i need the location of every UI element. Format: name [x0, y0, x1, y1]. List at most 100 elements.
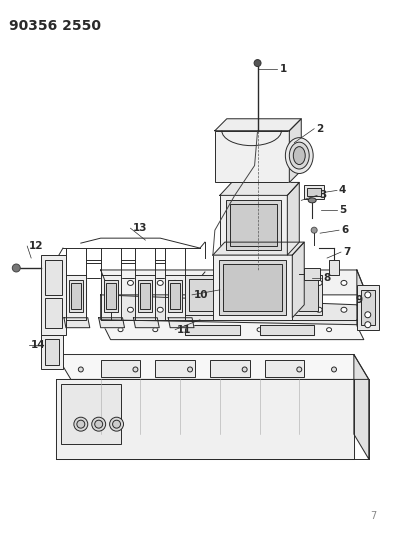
- Bar: [41, 255, 66, 335]
- Text: 12: 12: [29, 241, 44, 251]
- Polygon shape: [354, 354, 369, 459]
- Polygon shape: [215, 119, 301, 131]
- Bar: [69, 280, 83, 312]
- Ellipse shape: [316, 308, 322, 312]
- Bar: [104, 280, 118, 312]
- Ellipse shape: [133, 367, 138, 372]
- Polygon shape: [101, 275, 121, 320]
- Bar: [71, 283, 81, 309]
- Ellipse shape: [12, 264, 20, 272]
- Bar: [168, 280, 182, 312]
- Ellipse shape: [227, 308, 233, 312]
- Bar: [220, 196, 287, 255]
- Bar: [155, 360, 195, 377]
- Bar: [304, 268, 320, 280]
- Bar: [140, 283, 151, 309]
- Ellipse shape: [118, 328, 123, 332]
- Ellipse shape: [365, 312, 371, 318]
- Text: 90356 2550: 90356 2550: [9, 19, 101, 33]
- Polygon shape: [287, 182, 299, 255]
- Ellipse shape: [293, 147, 305, 165]
- Polygon shape: [134, 318, 159, 328]
- Bar: [357, 285, 379, 330]
- Ellipse shape: [242, 367, 247, 372]
- Ellipse shape: [222, 328, 227, 332]
- Polygon shape: [56, 379, 354, 459]
- Ellipse shape: [172, 280, 178, 285]
- Bar: [215, 131, 289, 182]
- Polygon shape: [220, 182, 299, 196]
- Polygon shape: [136, 275, 155, 320]
- Ellipse shape: [289, 142, 309, 169]
- Text: 4: 4: [339, 185, 346, 196]
- Bar: [106, 283, 116, 309]
- Text: 11: 11: [177, 325, 192, 335]
- Ellipse shape: [95, 420, 103, 428]
- Ellipse shape: [316, 280, 322, 285]
- Bar: [101, 360, 140, 377]
- Bar: [210, 360, 250, 377]
- Bar: [268, 279, 318, 311]
- Text: 7: 7: [343, 247, 350, 257]
- Bar: [189, 279, 239, 311]
- Bar: [138, 280, 152, 312]
- Bar: [307, 188, 321, 196]
- Ellipse shape: [276, 308, 283, 312]
- Ellipse shape: [78, 367, 83, 372]
- Ellipse shape: [365, 322, 371, 328]
- Ellipse shape: [77, 420, 85, 428]
- Ellipse shape: [285, 138, 313, 173]
- Text: 10: 10: [194, 290, 209, 300]
- Bar: [226, 200, 281, 250]
- Bar: [45, 338, 59, 366]
- Ellipse shape: [187, 367, 193, 372]
- Polygon shape: [259, 325, 314, 335]
- Ellipse shape: [92, 417, 106, 431]
- Polygon shape: [292, 242, 304, 318]
- Text: 9: 9: [356, 295, 363, 305]
- Ellipse shape: [157, 280, 163, 285]
- Bar: [45, 260, 62, 295]
- Text: 8: 8: [323, 273, 331, 283]
- Text: 7: 7: [371, 511, 377, 521]
- Ellipse shape: [297, 367, 302, 372]
- Bar: [230, 204, 277, 246]
- Ellipse shape: [74, 417, 88, 431]
- Ellipse shape: [365, 292, 371, 298]
- Text: 13: 13: [132, 223, 147, 233]
- Ellipse shape: [311, 227, 317, 233]
- Bar: [329, 260, 339, 275]
- Ellipse shape: [113, 420, 121, 428]
- Bar: [304, 185, 324, 199]
- Ellipse shape: [227, 280, 233, 285]
- Ellipse shape: [327, 328, 332, 332]
- Polygon shape: [101, 270, 367, 295]
- Polygon shape: [165, 275, 185, 320]
- Polygon shape: [56, 354, 369, 379]
- Bar: [185, 275, 242, 315]
- Ellipse shape: [292, 328, 297, 332]
- Bar: [213, 255, 292, 320]
- Ellipse shape: [127, 280, 134, 285]
- Polygon shape: [357, 270, 367, 330]
- Bar: [61, 384, 121, 444]
- Ellipse shape: [341, 280, 347, 285]
- Bar: [264, 360, 304, 377]
- Bar: [264, 275, 322, 315]
- Ellipse shape: [257, 328, 262, 332]
- Text: 1: 1: [279, 64, 286, 74]
- Ellipse shape: [254, 60, 261, 67]
- Bar: [219, 260, 286, 315]
- Polygon shape: [99, 318, 125, 328]
- Polygon shape: [101, 295, 357, 325]
- Text: 2: 2: [316, 124, 323, 134]
- Ellipse shape: [332, 367, 336, 372]
- Bar: [361, 290, 375, 325]
- Ellipse shape: [341, 308, 347, 312]
- Bar: [41, 335, 63, 369]
- Ellipse shape: [276, 280, 283, 285]
- Ellipse shape: [157, 308, 163, 312]
- Text: 3: 3: [319, 190, 326, 200]
- Text: 6: 6: [341, 225, 348, 235]
- Text: 5: 5: [339, 205, 346, 215]
